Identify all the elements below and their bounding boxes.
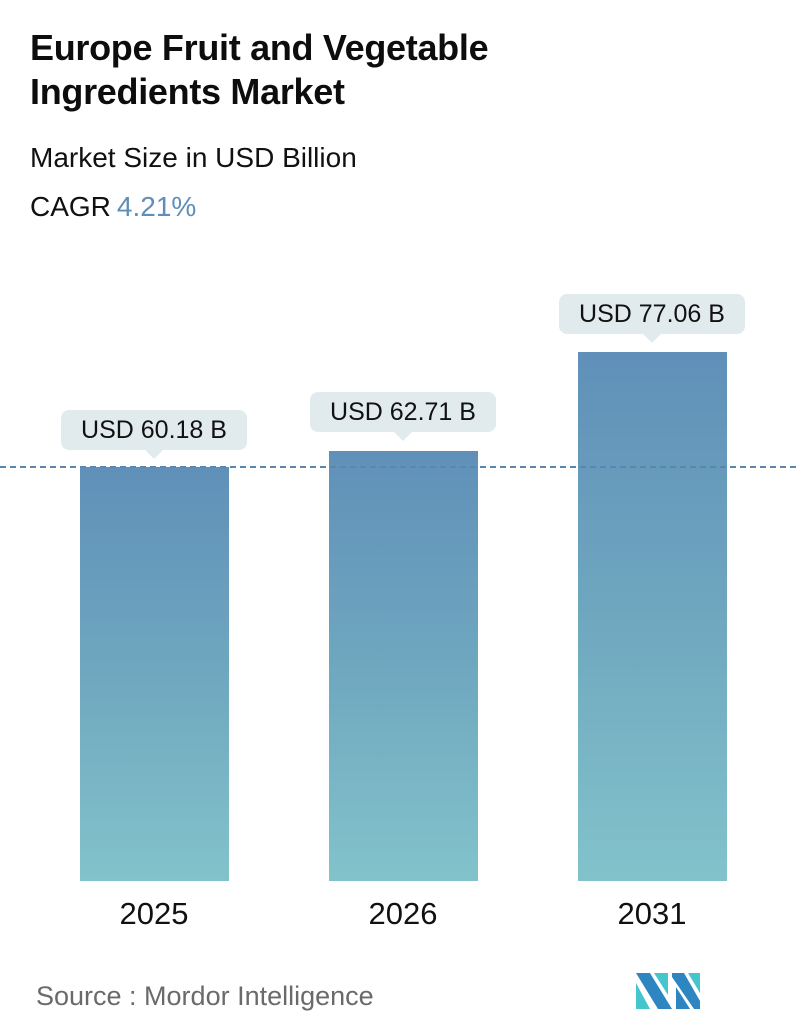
value-label-2026: USD 62.71 B [310,392,496,441]
cagr-line: CAGR 4.21% [30,190,196,224]
bar-2026 [329,451,478,881]
reference-dashed-line [0,466,796,468]
x-label-2025: 2025 [119,896,189,931]
x-label-2026: 2026 [368,896,438,931]
value-label-2025: USD 60.18 B [61,410,247,459]
bar-2025 [80,467,229,881]
x-label-2031: 2031 [617,896,687,931]
chart-title: Europe Fruit and Vegetable Ingredients M… [30,27,489,112]
cagr-value: 4.21% [116,191,197,222]
bar-2031 [578,352,727,881]
chart-subtitle: Market Size in USD Billion [30,142,357,173]
source-text: Source : Mordor Intelligence [36,981,374,1011]
value-label-2031: USD 77.06 B [559,294,745,343]
cagr-label: CAGR [30,191,111,222]
mordor-intelligence-logo-icon [636,973,700,1009]
